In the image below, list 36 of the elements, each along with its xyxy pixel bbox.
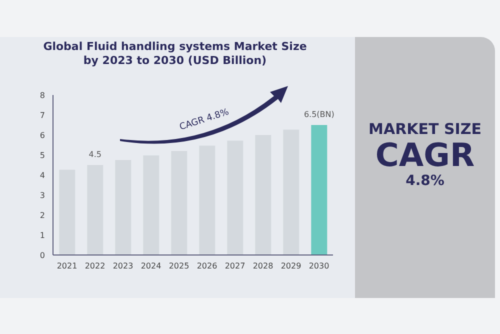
bar [143, 155, 160, 255]
data-label: 4.5 [88, 150, 102, 159]
y-tick-label: 1 [40, 230, 45, 240]
bar [87, 165, 104, 255]
annotation: CAGR 4.8% [178, 107, 231, 133]
bar [255, 135, 272, 255]
x-tick-label: 2025 [168, 262, 190, 271]
x-tick-label: 2024 [140, 262, 162, 271]
x-tick-label: 2026 [196, 262, 218, 271]
bar [59, 170, 76, 255]
y-tick-label: 6 [40, 130, 45, 140]
data-label: 6.5(BN) [304, 110, 334, 119]
y-tick-label: 4 [40, 170, 45, 180]
y-tick-label: 5 [40, 150, 45, 160]
bar [283, 130, 300, 255]
text: 4.8% [404, 172, 446, 190]
y-tick-label: 0 [40, 250, 45, 260]
text: MARKET SIZE [368, 120, 482, 138]
bar [199, 146, 216, 255]
bar [227, 140, 244, 255]
y-tick-label: 3 [40, 190, 45, 200]
chart-title: Global Fluid handling systems Market Size by 2023 to 2030 (USD Billion) [42, 40, 308, 68]
y-tick-label: 8 [40, 90, 45, 100]
x-tick-label: 2021 [56, 262, 78, 271]
bar [171, 151, 188, 255]
x-tick-label: 2028 [252, 262, 274, 271]
x-tick-label: 2027 [224, 262, 246, 271]
x-tick-label: 2023 [112, 262, 134, 271]
bar [311, 125, 328, 255]
x-tick-label: 2022 [84, 262, 106, 271]
bar [115, 160, 132, 255]
x-tick-label: 2029 [280, 262, 302, 271]
text: CAGR [374, 136, 476, 174]
x-tick-label: 2030 [308, 262, 330, 271]
y-tick-label: 2 [40, 210, 45, 220]
y-tick-label: 7 [40, 110, 45, 120]
